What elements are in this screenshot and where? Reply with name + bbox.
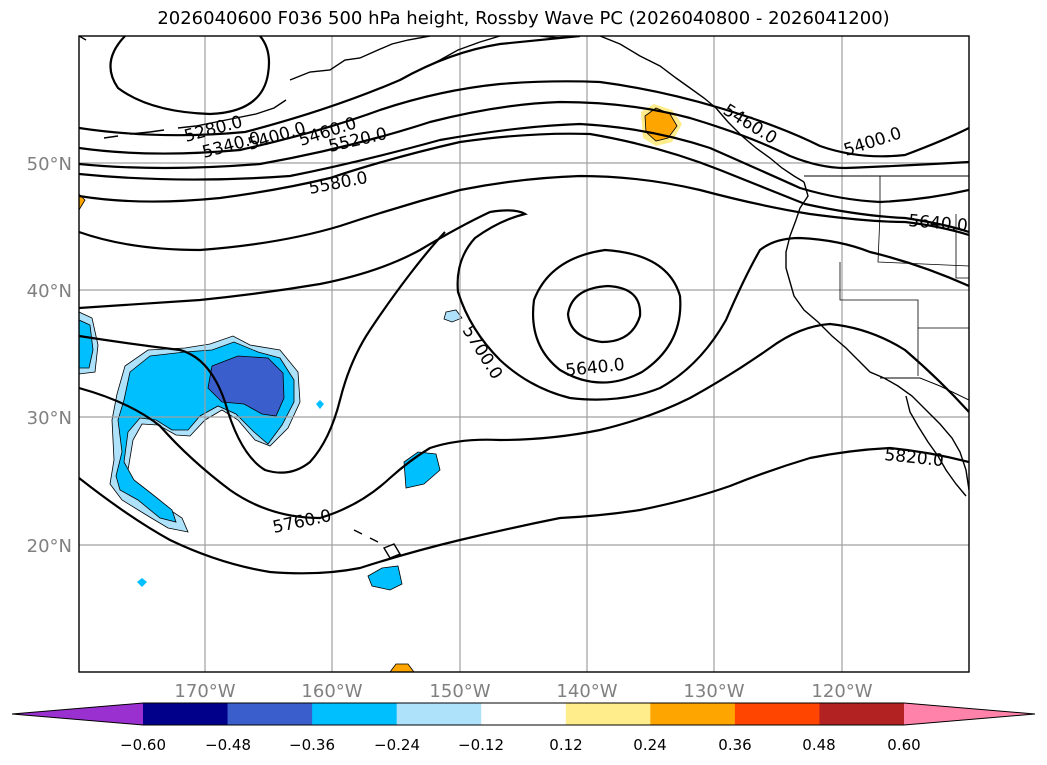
colorbar-swatch (819, 703, 905, 725)
colorbar-extend-max (904, 703, 1035, 725)
contour-5400 (79, 80, 969, 158)
colorbar-swatch (734, 703, 820, 725)
contour-5700 (79, 209, 969, 401)
baja-california (905, 395, 967, 497)
colorbar-swatch (565, 703, 651, 725)
latitude-label: 40°N (27, 281, 72, 302)
latitude-axis: 50°N 40°N 30°N 20°N (27, 154, 72, 557)
negative-anomaly-small-4 (137, 578, 147, 587)
longitude-label: 160°W (301, 681, 362, 702)
longitude-label: 150°W (429, 681, 490, 702)
colorbar-tick-label: 0.48 (802, 736, 835, 754)
contour-5580 (79, 132, 969, 234)
colorbar-tick-label: 0.12 (549, 736, 582, 754)
contour-5640-west (79, 174, 969, 252)
us-mexico-border (880, 377, 969, 401)
colorbar-extend-min (12, 703, 143, 725)
contour-5520 (79, 122, 969, 204)
coastlines (79, 36, 969, 559)
colorbar-swatch (396, 703, 482, 725)
contour-5760 (79, 231, 446, 474)
longitude-label: 170°W (174, 681, 235, 702)
colorbar-swatch (481, 703, 567, 725)
contour-5280-north-low (109, 36, 271, 116)
latitude-label: 50°N (27, 154, 72, 175)
contour-5460 (79, 100, 969, 170)
us-state-borders (839, 176, 969, 376)
longitude-label: 120°W (811, 681, 872, 702)
anomaly-shading (79, 104, 682, 672)
colorbar-swatch (312, 703, 398, 725)
negative-anomaly-core (207, 355, 285, 417)
colorbar-swatches (12, 703, 1035, 725)
negative-anomaly-small-3 (443, 309, 463, 323)
longitude-label: 130°W (683, 681, 744, 702)
alaska-coast (289, 36, 805, 183)
west-coast-north-america (785, 181, 969, 491)
map-frame (78, 35, 970, 673)
colorbar-tick-label: 0.36 (718, 736, 751, 754)
height-contours (79, 36, 969, 575)
latitude-label: 20°N (27, 536, 72, 557)
longitude-label: 140°W (556, 681, 617, 702)
contour-5820 (79, 446, 969, 575)
hawaii-islands (353, 529, 402, 559)
negative-anomaly-small-1 (403, 451, 441, 489)
map-title: 2026040600 F036 500 hPa height, Rossby W… (157, 8, 890, 29)
positive-anomaly-south (389, 663, 415, 672)
colorbar-outline (11, 702, 1036, 726)
contour-5760-south (79, 322, 969, 520)
colorbar: −0.60 −0.48 −0.36 −0.24 −0.12 0.12 0.24 … (11, 702, 1036, 754)
gridlines (79, 36, 969, 672)
colorbar-tick-label: −0.12 (458, 736, 504, 754)
contour-5700-closed-low (532, 248, 682, 384)
colorbar-tick-label: 0.60 (887, 736, 920, 754)
colorbar-swatch (143, 703, 229, 725)
negative-anomaly-small-5 (316, 400, 324, 409)
colorbar-swatch (650, 703, 736, 725)
colorbar-tick-label: −0.60 (120, 736, 166, 754)
negative-anomaly-small-2 (367, 565, 403, 591)
colorbar-ticks: −0.60 −0.48 −0.36 −0.24 −0.12 0.12 0.24 … (120, 736, 921, 754)
longitude-axis: 170°W 160°W 150°W 140°W 130°W 120°W (174, 681, 872, 702)
colorbar-swatch (227, 703, 313, 725)
contour-5640-low-closed (566, 284, 642, 344)
contour-5340 (79, 36, 581, 137)
colorbar-tick-label: −0.24 (374, 736, 420, 754)
negative-anomaly-west (79, 319, 94, 369)
colorbar-tick-label: 0.24 (633, 736, 666, 754)
latitude-label: 30°N (27, 408, 72, 429)
colorbar-tick-label: −0.36 (289, 736, 335, 754)
colorbar-tick-label: −0.48 (205, 736, 251, 754)
